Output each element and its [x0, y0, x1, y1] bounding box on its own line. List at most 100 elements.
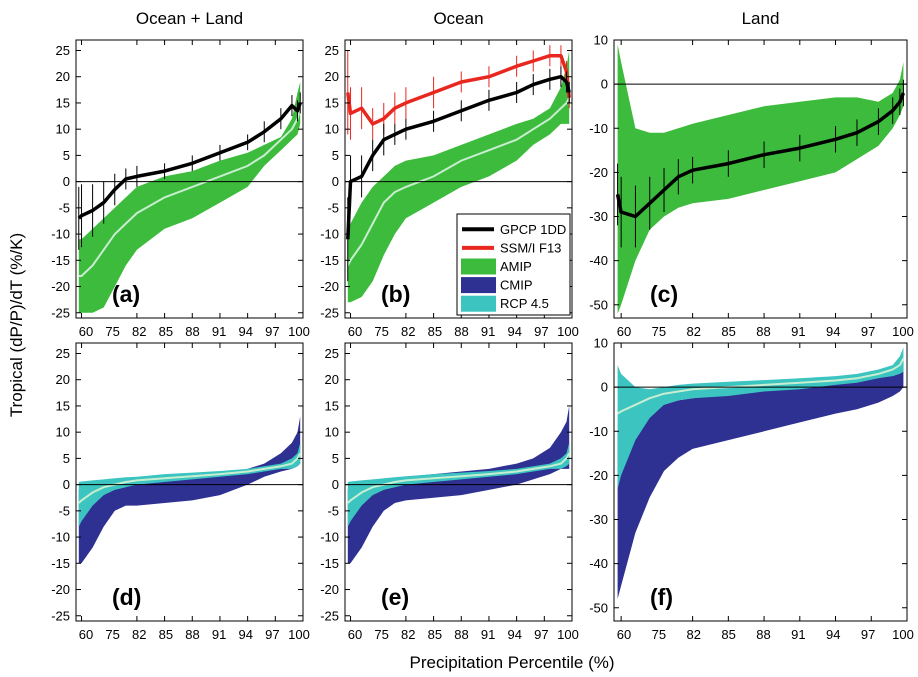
panel-title: Land [742, 9, 780, 28]
x-tick-label: 97 [265, 627, 279, 642]
y-tick-label: -20 [51, 279, 70, 294]
y-tick-label: -5 [327, 200, 339, 215]
y-tick-label: -40 [589, 556, 608, 571]
x-tick-label: 60 [617, 324, 631, 339]
y-tick-label: -15 [51, 556, 70, 571]
panel-label: (a) [112, 281, 140, 307]
y-tick-label: 25 [325, 346, 339, 361]
x-tick-label: 60 [348, 324, 362, 339]
panel-frame [344, 342, 573, 622]
cmip-range-band [78, 416, 301, 564]
y-tick-label: 25 [325, 43, 339, 58]
x-tick-label: 100 [557, 324, 579, 339]
rcp-mean-line [617, 357, 905, 415]
x-tick-label: 97 [534, 627, 548, 642]
gpcp-series-line [346, 74, 571, 240]
x-tick-label: 94 [239, 324, 253, 339]
x-tick-label: 75 [374, 627, 388, 642]
x-tick-label: 60 [79, 324, 93, 339]
y-tick-label: -20 [51, 582, 70, 597]
panel-label: (b) [381, 281, 410, 307]
x-tick-label: 60 [348, 627, 362, 642]
y-tick-label: 0 [332, 477, 339, 492]
x-tick-label: 94 [508, 324, 522, 339]
plot-area [76, 416, 303, 564]
x-tick-label: 82 [687, 324, 701, 339]
y-tick-label: -10 [51, 227, 70, 242]
y-tick-label: -10 [589, 121, 608, 136]
legend-label: RCP 4.5 [500, 296, 549, 311]
panel-label: (f) [650, 584, 673, 610]
y-tick-label: -5 [327, 503, 339, 518]
panel-d: -25 -20 -15 -10 -5 0 5 10 15 20 25 60 75 82 85 88 91 94 97… [51, 342, 310, 642]
x-tick-label: 82 [132, 324, 146, 339]
x-tick-label: 91 [791, 627, 805, 642]
x-tick-label: 75 [105, 627, 119, 642]
y-tick-label: -25 [320, 608, 339, 623]
legend-label: AMIP [500, 259, 532, 274]
x-tick-label: 85 [159, 324, 173, 339]
amip-range-band [617, 44, 904, 314]
x-tick-label: 97 [534, 324, 548, 339]
gpcp-series-line [615, 92, 906, 219]
x-tick-label: 100 [892, 627, 914, 642]
y-tick-label: -5 [58, 503, 70, 518]
rcp-mean-line [78, 452, 302, 504]
x-tick-label: 88 [756, 627, 770, 642]
x-tick-label: 85 [721, 627, 735, 642]
x-tick-label: 91 [481, 324, 495, 339]
x-tick-label: 75 [652, 627, 666, 642]
panel-label: (d) [112, 584, 141, 610]
y-tick-label: -20 [589, 165, 608, 180]
y-tick-label: 10 [56, 425, 70, 440]
y-tick-label: 20 [325, 372, 339, 387]
x-tick-label: 97 [861, 627, 875, 642]
y-tick-label: 5 [332, 451, 339, 466]
y-tick-label: -15 [51, 253, 70, 268]
x-tick-label: 91 [481, 627, 495, 642]
legend-swatch-amip [461, 258, 496, 275]
amip-mean-line [78, 107, 302, 277]
x-tick-label: 75 [374, 324, 388, 339]
amip-range-band [347, 50, 570, 303]
panel-e: -25 -20 -15 -10 -5 0 5 10 15 20 25 60 75 82 85 88 91 94 97… [320, 342, 579, 642]
panel-title: Ocean [433, 9, 483, 28]
y-tick-label: 5 [332, 148, 339, 163]
cmip-range-band [617, 360, 904, 599]
rcp-mean-line [347, 452, 571, 504]
y-tick-label: -40 [589, 253, 608, 268]
y-tick-label: -30 [589, 209, 608, 224]
x-tick-label: 85 [721, 324, 735, 339]
plot-area [614, 347, 907, 599]
y-tick-label: 20 [325, 69, 339, 84]
plot-area [614, 44, 907, 314]
x-tick-label: 97 [265, 324, 279, 339]
x-tick-label: 75 [652, 324, 666, 339]
x-tick-label: 94 [508, 627, 522, 642]
y-tick-label: 5 [63, 451, 70, 466]
legend-label: GPCP 1DD [500, 222, 566, 237]
y-axis-title: Tropical (dP/P)/dT (%/K) [7, 233, 26, 417]
y-tick-label: -20 [320, 582, 339, 597]
x-tick-label: 85 [428, 627, 442, 642]
x-tick-label: 60 [79, 627, 93, 642]
y-tick-label: -10 [320, 530, 339, 545]
x-tick-label: 88 [756, 324, 770, 339]
y-tick-label: 15 [325, 95, 339, 110]
y-tick-label: 20 [56, 69, 70, 84]
y-tick-label: 0 [601, 380, 608, 395]
x-tick-label: 94 [826, 324, 840, 339]
panel-c: -50 -40 -30 -20 -10 0 10 60 75 82 85 88 91 94 97 100 Lan… [589, 9, 914, 339]
x-tick-label: 75 [105, 324, 119, 339]
x-tick-label: 85 [428, 324, 442, 339]
y-tick-label: 10 [56, 122, 70, 137]
x-tick-label: 82 [401, 627, 415, 642]
x-tick-label: 94 [239, 627, 253, 642]
x-tick-label: 88 [185, 627, 199, 642]
rcp-range-band [617, 347, 904, 489]
legend-label: SSM/I F13 [500, 240, 561, 255]
x-tick-label: 97 [861, 324, 875, 339]
x-tick-label: 100 [892, 324, 914, 339]
panel-frame [75, 342, 304, 622]
